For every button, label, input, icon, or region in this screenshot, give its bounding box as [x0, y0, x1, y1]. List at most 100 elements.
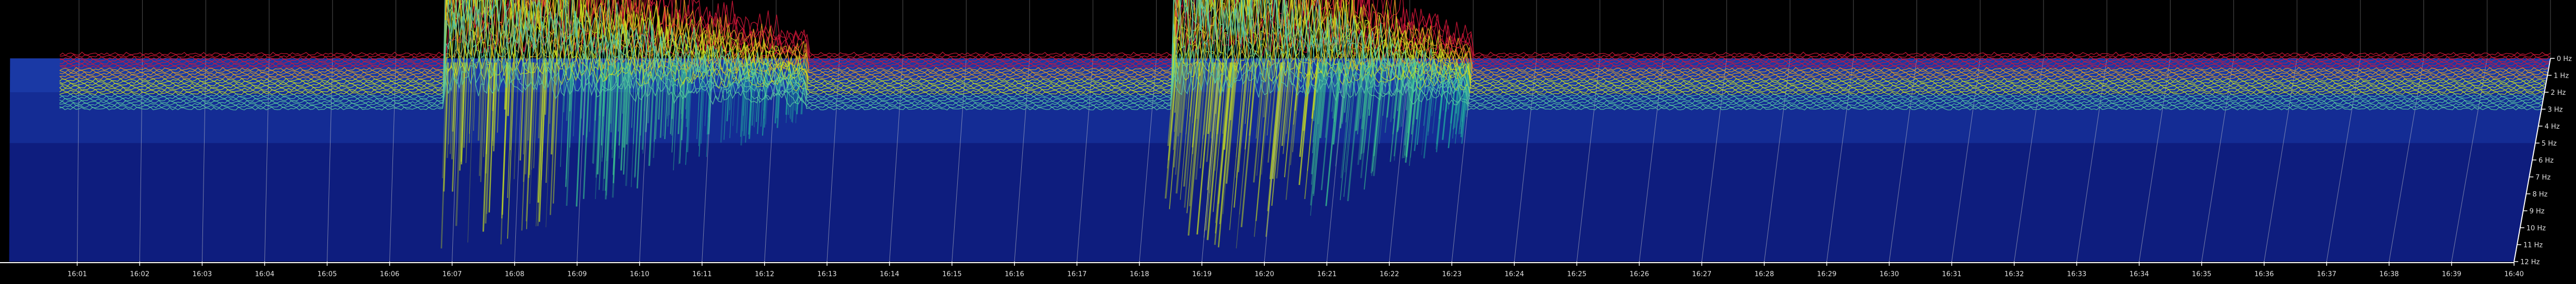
spectral-streak — [521, 62, 529, 231]
spectral-streak — [1361, 62, 1372, 154]
spectral-streak — [612, 62, 619, 175]
spectrum-trace — [59, 0, 2544, 93]
spectral-streak — [1222, 62, 1230, 134]
spectral-streak — [550, 62, 556, 155]
spectral-streak — [501, 62, 509, 215]
spectral-streak — [680, 62, 684, 114]
spectral-streak — [529, 62, 535, 175]
spectral-streak — [1299, 62, 1310, 157]
spectral-streak — [549, 62, 553, 124]
spectral-streak — [621, 62, 626, 114]
spectral-streak — [595, 62, 602, 178]
spectral-streak — [658, 62, 663, 120]
spectral-streak — [617, 62, 623, 132]
frequency-axis-ticks: 0 Hz 1 Hz 2 Hz 3 Hz 4 Hz 5 Hz 6 Hz 7 Hz 8 Hz 9 Hz… — [2514, 55, 2572, 266]
x-tick-label: 16:01 — [68, 270, 87, 278]
spectral-streak — [1214, 62, 1232, 234]
spectral-streak — [1319, 62, 1329, 139]
spectral-streak — [1240, 62, 1258, 228]
spectral-streak — [1174, 62, 1180, 113]
x-tick-label: 16:33 — [2067, 270, 2086, 278]
spectral-streak — [1310, 62, 1326, 216]
spectral-streak — [1207, 62, 1220, 190]
x-tick-label: 16:14 — [880, 270, 899, 278]
spectral-streak — [492, 62, 497, 141]
spectral-streak — [634, 62, 641, 178]
x-tick-label: 16:08 — [505, 270, 524, 278]
grid-line — [827, 58, 840, 262]
spectrum-trace — [59, 0, 2541, 110]
spectrum-trace — [59, 0, 2544, 95]
x-tick-label: 16:02 — [130, 270, 149, 278]
spectral-streak — [1214, 62, 1225, 171]
grid-line — [1201, 58, 1220, 262]
spectral-streak — [631, 62, 638, 188]
grid-line — [1763, 58, 1791, 262]
spectral-streak — [603, 62, 610, 179]
spectrum-traces — [59, 0, 2551, 110]
spectral-streak — [545, 62, 553, 228]
spectral-streak — [1434, 62, 1441, 111]
spectral-streak — [1335, 62, 1346, 167]
spectral-streak — [1229, 62, 1245, 230]
spectral-streak — [1255, 62, 1272, 221]
spectral-streak — [523, 62, 529, 182]
spectral-streak — [795, 62, 799, 112]
spectral-streak — [565, 62, 572, 187]
spectral-streak — [1355, 62, 1364, 131]
grid-line — [452, 58, 460, 262]
x-tick-label: 16:31 — [1942, 270, 1961, 278]
spectral-streak — [1179, 62, 1192, 200]
x-tick-label: 16:09 — [567, 270, 587, 278]
x-tick-label: 16:34 — [2129, 270, 2149, 278]
spectral-streak — [686, 62, 693, 153]
grid-line — [1264, 58, 1284, 262]
spectral-streak — [1311, 62, 1324, 175]
spectral-streak — [1292, 62, 1302, 152]
spectral-streak — [754, 62, 758, 128]
x-tick-label: 16:10 — [630, 270, 649, 278]
spectral-streak — [1347, 62, 1362, 202]
spectral-streak — [1371, 62, 1384, 174]
spectral-streak — [610, 62, 615, 133]
spectral-streak — [1167, 62, 1177, 169]
spectral-streak — [1408, 62, 1420, 166]
spectral-streak — [1225, 62, 1238, 184]
spectral-streak — [633, 62, 638, 144]
spectral-streak — [576, 62, 584, 207]
spectral-streak — [1410, 62, 1421, 158]
spectral-streak — [580, 62, 585, 119]
grid-line — [1326, 58, 1347, 262]
grid-line — [764, 58, 777, 262]
spectral-streak — [1187, 62, 1204, 236]
spectrum-trace — [59, 0, 2542, 108]
spectral-streak — [1238, 62, 1249, 172]
spectral-streak — [1452, 62, 1461, 130]
spectral-streak — [1293, 62, 1300, 125]
spectral-streak — [486, 62, 493, 214]
spectral-streak — [1312, 62, 1322, 154]
spectral-streak — [492, 62, 496, 112]
spectral-streak — [605, 62, 613, 196]
spectral-streak — [443, 62, 449, 192]
spectral-streak — [641, 62, 648, 150]
spectral-streak — [527, 62, 532, 141]
grid-line — [2389, 58, 2424, 262]
spectral-streak — [760, 62, 765, 127]
spectral-streak — [449, 62, 454, 154]
grid-line — [702, 58, 713, 262]
spectral-streak — [594, 62, 599, 121]
spectral-streak — [566, 62, 570, 121]
x-tick-label: 16:38 — [2379, 270, 2399, 278]
grid-line — [1826, 58, 1854, 262]
spectral-streak — [620, 62, 627, 171]
spectrum-trace — [59, 0, 2542, 104]
spectrum-trace — [59, 0, 2545, 89]
spectral-streak — [550, 62, 557, 215]
frequency-tick-label: 5 Hz — [2542, 140, 2557, 148]
frequency-tick-label: 4 Hz — [2545, 123, 2560, 131]
spectral-streak — [1215, 62, 1230, 224]
spectral-streak — [1253, 62, 1266, 183]
grid-line — [2451, 58, 2488, 262]
spectral-streak — [1303, 62, 1311, 131]
